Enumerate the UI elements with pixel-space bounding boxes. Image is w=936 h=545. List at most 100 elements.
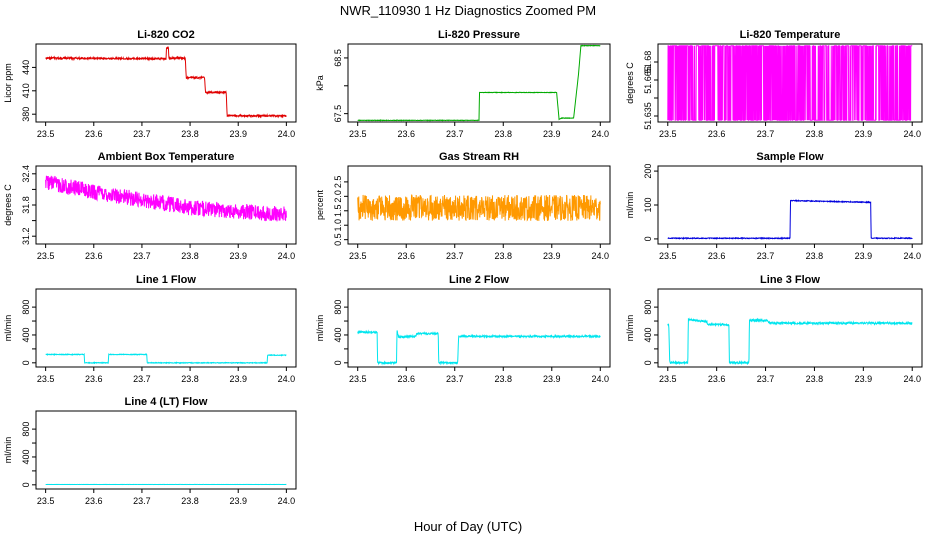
x-tick-label: 23.9	[229, 496, 247, 506]
x-tick-label: 23.6	[397, 374, 415, 384]
x-tick-label: 23.9	[229, 251, 247, 261]
x-tick-label: 23.8	[806, 129, 824, 139]
y-axis-label: ml/min	[625, 192, 635, 219]
y-tick-label: 440	[21, 60, 31, 75]
x-tick-label: 23.9	[229, 374, 247, 384]
x-tick-label: 24.0	[592, 129, 610, 139]
x-tick-label: 23.7	[133, 251, 151, 261]
x-tick-label: 23.5	[349, 374, 367, 384]
y-tick-label: 400	[21, 327, 31, 342]
y-axis-label: ml/min	[315, 315, 325, 342]
x-tick-label: 23.6	[708, 374, 726, 384]
panel-title: Line 4 (LT) Flow	[125, 396, 208, 408]
y-axis-label: kPa	[315, 75, 325, 91]
y-tick-label: 800	[333, 300, 343, 315]
panel-title: Sample Flow	[756, 151, 824, 163]
y-axis-label: degrees C	[3, 184, 13, 226]
x-tick-label: 23.9	[855, 374, 873, 384]
x-tick-label: 24.0	[903, 129, 921, 139]
y-tick-label: 67.5	[333, 105, 343, 123]
y-tick-label: 100	[643, 197, 653, 212]
x-tick-label: 23.6	[708, 129, 726, 139]
y-axis-label: ml/min	[3, 315, 13, 342]
x-tick-label: 23.5	[37, 251, 55, 261]
x-tick-label: 24.0	[592, 374, 610, 384]
x-tick-label: 23.7	[757, 374, 775, 384]
x-tick-label: 23.7	[757, 129, 775, 139]
x-tick-label: 24.0	[278, 374, 296, 384]
y-axis-label: Licor ppm	[3, 63, 13, 103]
x-tick-label: 23.8	[181, 374, 199, 384]
x-tick-label: 23.9	[543, 251, 561, 261]
y-tick-label: 400	[21, 449, 31, 464]
x-tick-label: 23.9	[543, 374, 561, 384]
figure-title: NWR_110930 1 Hz Diagnostics Zoomed PM	[340, 3, 596, 18]
x-tick-label: 23.8	[181, 129, 199, 139]
y-tick-label: 800	[643, 300, 653, 315]
y-tick-label: 2.5	[333, 176, 343, 189]
x-tick-label: 23.7	[133, 496, 151, 506]
x-tick-label: 23.8	[494, 129, 512, 139]
x-tick-label: 23.7	[446, 129, 464, 139]
x-tick-label: 23.5	[659, 251, 677, 261]
panel-title: Li-820 Temperature	[740, 29, 841, 41]
x-tick-label: 23.6	[85, 496, 103, 506]
y-axis-label: ml/min	[3, 437, 13, 464]
y-tick-label: 0	[21, 360, 31, 365]
x-tick-label: 23.8	[494, 251, 512, 261]
y-tick-label: 0	[643, 360, 653, 365]
figure-x-axis-label: Hour of Day (UTC)	[414, 519, 522, 534]
y-tick-label: 400	[643, 327, 653, 342]
x-tick-label: 23.6	[85, 129, 103, 139]
x-tick-label: 24.0	[592, 251, 610, 261]
panel-title: Gas Stream RH	[439, 151, 519, 163]
panel-title: Line 1 Flow	[136, 274, 196, 286]
y-tick-label: 0.5	[333, 233, 343, 246]
x-tick-label: 23.5	[37, 374, 55, 384]
y-tick-label: 400	[333, 327, 343, 342]
y-tick-label: 800	[21, 422, 31, 437]
series-line	[668, 46, 912, 120]
panel-title: Li-820 Pressure	[438, 29, 520, 41]
panel-title: Line 2 Flow	[449, 274, 509, 286]
x-tick-label: 24.0	[278, 129, 296, 139]
x-tick-label: 24.0	[278, 251, 296, 261]
y-tick-label: 51.635	[643, 102, 653, 130]
y-axis-label: degrees C	[625, 62, 635, 104]
y-tick-label: 800	[21, 300, 31, 315]
panel-title: Ambient Box Temperature	[98, 151, 235, 163]
x-tick-label: 23.5	[349, 251, 367, 261]
x-tick-label: 23.5	[37, 129, 55, 139]
x-tick-label: 23.8	[806, 251, 824, 261]
y-tick-label: 2.0	[333, 190, 343, 203]
x-tick-label: 24.0	[903, 251, 921, 261]
y-tick-label: 0	[333, 360, 343, 365]
x-tick-label: 23.6	[708, 251, 726, 261]
y-tick-label: 31.8	[21, 196, 31, 214]
x-tick-label: 23.9	[229, 129, 247, 139]
x-tick-label: 23.6	[85, 251, 103, 261]
y-axis-label: percent	[315, 189, 325, 220]
x-tick-label: 23.7	[446, 374, 464, 384]
x-tick-label: 23.8	[494, 374, 512, 384]
y-tick-label: 200	[643, 164, 653, 179]
y-tick-label: 32.4	[21, 165, 31, 183]
x-tick-label: 23.5	[349, 129, 367, 139]
panel-title: Li-820 CO2	[137, 29, 194, 41]
y-tick-label: 68.5	[333, 49, 343, 67]
x-tick-label: 23.9	[855, 251, 873, 261]
x-tick-label: 24.0	[903, 374, 921, 384]
y-tick-label: 410	[21, 83, 31, 98]
panel-title: Line 3 Flow	[760, 274, 820, 286]
y-tick-label: 380	[21, 107, 31, 122]
y-tick-label: 31.2	[21, 227, 31, 245]
x-tick-label: 23.6	[397, 129, 415, 139]
x-tick-label: 23.7	[133, 374, 151, 384]
x-tick-label: 23.6	[397, 251, 415, 261]
x-tick-label: 23.6	[85, 374, 103, 384]
x-tick-label: 23.9	[855, 129, 873, 139]
x-tick-label: 23.5	[659, 129, 677, 139]
x-tick-label: 23.7	[757, 251, 775, 261]
